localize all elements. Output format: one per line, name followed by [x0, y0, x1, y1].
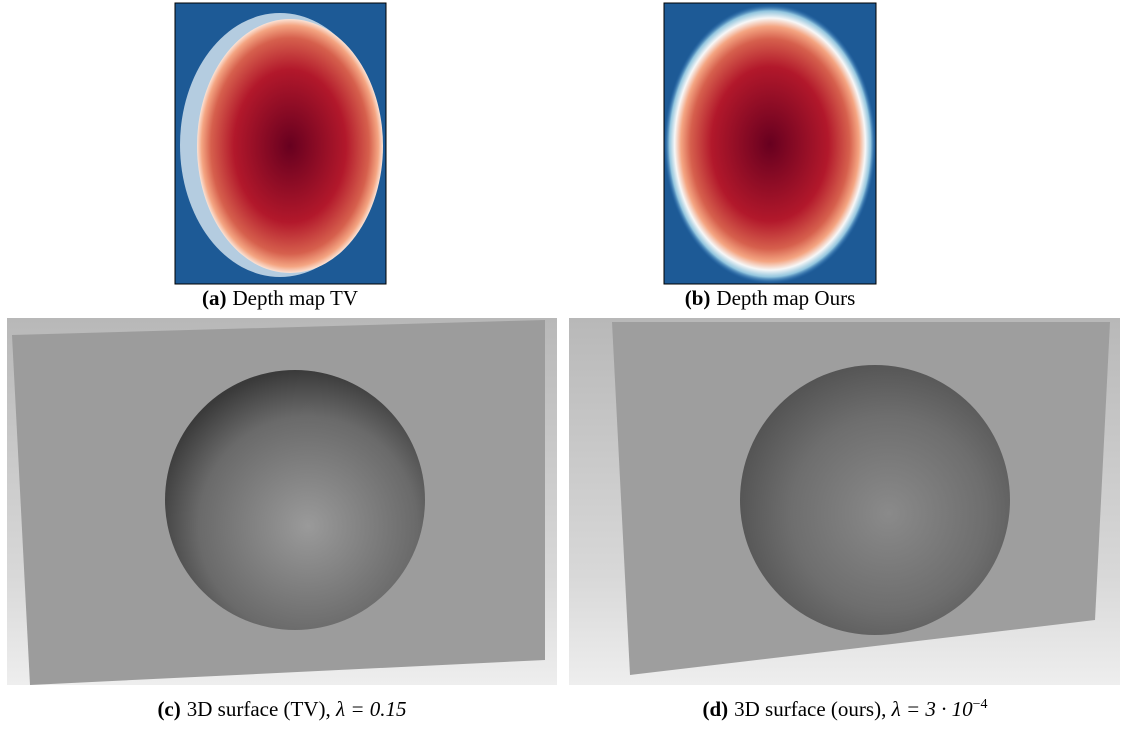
caption: (d)3D surface (ours), λ = 3 · 10−4 — [702, 697, 987, 722]
caption-label: (a) — [202, 286, 227, 310]
caption-math: λ = 0.15 — [336, 697, 407, 721]
depth-map-ours — [664, 3, 876, 284]
caption-label: (b) — [685, 286, 711, 310]
figure — [0, 0, 1123, 729]
caption: (b)Depth map Ours — [685, 286, 855, 311]
caption-sup: −4 — [973, 697, 988, 712]
caption-text: Depth map Ours — [716, 286, 855, 310]
caption: (c) 3D surface (TV), λ = 0.15 — [157, 697, 406, 722]
surface-ours — [569, 318, 1120, 685]
caption-math: λ = 3 · 10 — [892, 697, 973, 721]
page: (a)Depth map TV (b)Depth map Ours (c) 3D … — [0, 0, 1123, 729]
caption-label: (c) — [157, 697, 180, 721]
caption-text: 3D surface (TV), — [187, 697, 336, 721]
surface-tv — [7, 318, 557, 685]
caption-text: 3D surface (ours), — [734, 697, 891, 721]
caption-label: (d) — [702, 697, 728, 721]
depth-map-tv — [175, 3, 386, 284]
caption: (a)Depth map TV — [202, 286, 358, 311]
caption-text: Depth map TV — [232, 286, 358, 310]
